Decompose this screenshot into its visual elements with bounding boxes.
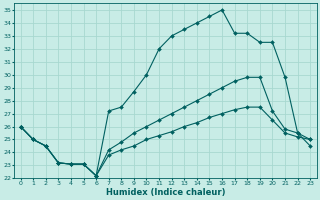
X-axis label: Humidex (Indice chaleur): Humidex (Indice chaleur) [106, 188, 225, 197]
